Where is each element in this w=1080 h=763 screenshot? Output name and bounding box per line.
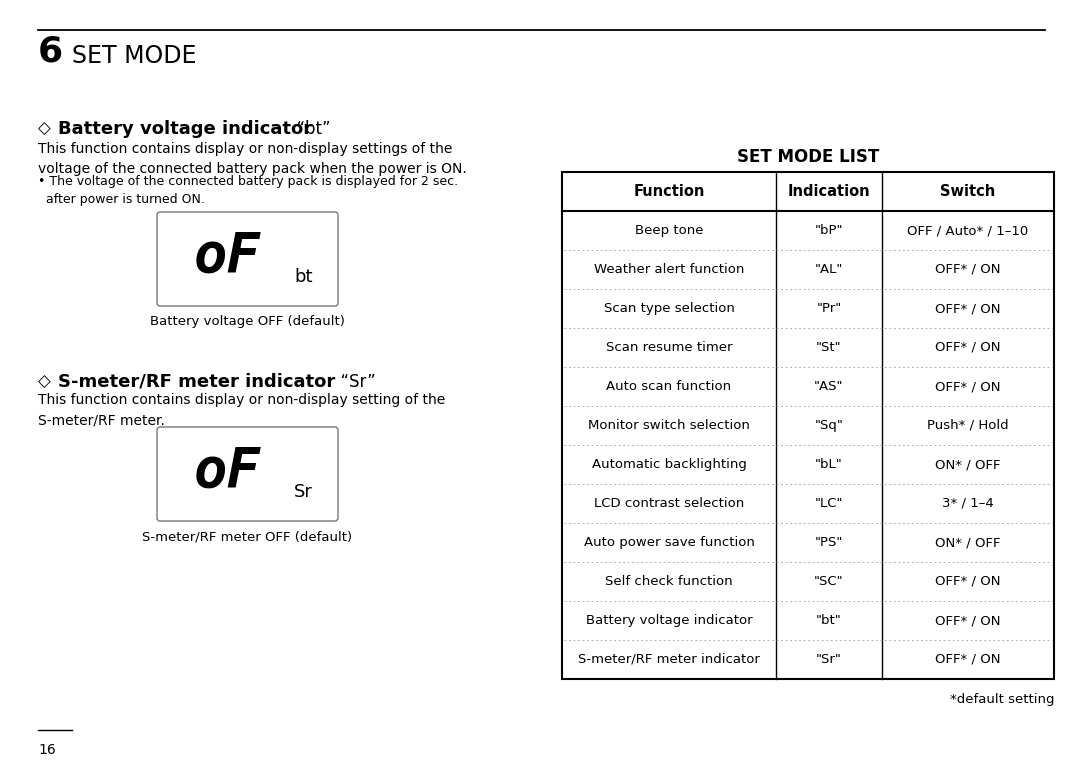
Text: "Sq": "Sq" bbox=[814, 419, 843, 432]
Text: Auto power save function: Auto power save function bbox=[583, 536, 755, 549]
Text: OFF* / ON: OFF* / ON bbox=[935, 302, 1001, 315]
Text: “bt”: “bt” bbox=[286, 120, 330, 138]
Text: This function contains display or non-display setting of the
S-meter/RF meter.: This function contains display or non-di… bbox=[38, 393, 445, 427]
Text: "AL": "AL" bbox=[814, 263, 843, 276]
Text: Indication: Indication bbox=[787, 184, 870, 199]
Text: Function: Function bbox=[633, 184, 704, 199]
Text: Monitor switch selection: Monitor switch selection bbox=[589, 419, 750, 432]
Text: SET MODE: SET MODE bbox=[72, 44, 197, 68]
Text: 6: 6 bbox=[38, 34, 63, 68]
Text: Weather alert function: Weather alert function bbox=[594, 263, 744, 276]
Text: OFF* / ON: OFF* / ON bbox=[935, 575, 1001, 588]
Text: "LC": "LC" bbox=[814, 497, 843, 510]
Text: "AS": "AS" bbox=[814, 380, 843, 393]
Text: Auto scan function: Auto scan function bbox=[607, 380, 731, 393]
Text: "bt": "bt" bbox=[816, 614, 841, 627]
Text: "SC": "SC" bbox=[814, 575, 843, 588]
Text: Automatic backlighting: Automatic backlighting bbox=[592, 458, 746, 471]
Text: bt: bt bbox=[294, 268, 313, 285]
Text: 3* / 1–4: 3* / 1–4 bbox=[942, 497, 994, 510]
Text: oF: oF bbox=[193, 445, 260, 498]
FancyBboxPatch shape bbox=[157, 212, 338, 306]
Text: Sr: Sr bbox=[294, 483, 313, 501]
Text: S-meter/RF meter OFF (default): S-meter/RF meter OFF (default) bbox=[143, 530, 352, 543]
Text: ON* / OFF: ON* / OFF bbox=[935, 536, 1001, 549]
Text: "bL": "bL" bbox=[815, 458, 842, 471]
Text: Push* / Hold: Push* / Hold bbox=[927, 419, 1009, 432]
Text: ON* / OFF: ON* / OFF bbox=[935, 458, 1001, 471]
Text: Beep tone: Beep tone bbox=[635, 224, 703, 237]
Text: Scan resume timer: Scan resume timer bbox=[606, 341, 732, 354]
Text: • The voltage of the connected battery pack is displayed for 2 sec.
  after powe: • The voltage of the connected battery p… bbox=[38, 175, 458, 207]
Text: oF: oF bbox=[193, 230, 260, 283]
Text: ◇: ◇ bbox=[38, 373, 62, 391]
Text: Battery voltage indicator: Battery voltage indicator bbox=[585, 614, 753, 627]
Text: "Sr": "Sr" bbox=[816, 653, 841, 666]
Bar bbox=[562, 172, 1054, 679]
Text: OFF* / ON: OFF* / ON bbox=[935, 380, 1001, 393]
Text: This function contains display or non-display settings of the
voltage of the con: This function contains display or non-di… bbox=[38, 142, 467, 176]
FancyBboxPatch shape bbox=[157, 427, 338, 521]
Text: OFF* / ON: OFF* / ON bbox=[935, 263, 1001, 276]
Text: Battery voltage indicator: Battery voltage indicator bbox=[58, 120, 312, 138]
Text: "PS": "PS" bbox=[814, 536, 843, 549]
Text: *default setting: *default setting bbox=[949, 693, 1054, 706]
Text: OFF / Auto* / 1–10: OFF / Auto* / 1–10 bbox=[907, 224, 1028, 237]
Text: “Sr”: “Sr” bbox=[330, 373, 376, 391]
Text: SET MODE LIST: SET MODE LIST bbox=[737, 148, 879, 166]
Text: LCD contrast selection: LCD contrast selection bbox=[594, 497, 744, 510]
Text: OFF* / ON: OFF* / ON bbox=[935, 341, 1001, 354]
Text: ◇: ◇ bbox=[38, 120, 62, 138]
Text: Self check function: Self check function bbox=[605, 575, 733, 588]
Text: 16: 16 bbox=[38, 743, 56, 757]
Text: "Pr": "Pr" bbox=[816, 302, 841, 315]
Text: OFF* / ON: OFF* / ON bbox=[935, 653, 1001, 666]
Text: "St": "St" bbox=[816, 341, 841, 354]
Text: OFF* / ON: OFF* / ON bbox=[935, 614, 1001, 627]
Text: Switch: Switch bbox=[941, 184, 996, 199]
Text: S-meter/RF meter indicator: S-meter/RF meter indicator bbox=[578, 653, 760, 666]
Text: S-meter/RF meter indicator: S-meter/RF meter indicator bbox=[58, 373, 335, 391]
Text: "bP": "bP" bbox=[814, 224, 843, 237]
Text: Scan type selection: Scan type selection bbox=[604, 302, 734, 315]
Text: Battery voltage OFF (default): Battery voltage OFF (default) bbox=[150, 315, 345, 328]
